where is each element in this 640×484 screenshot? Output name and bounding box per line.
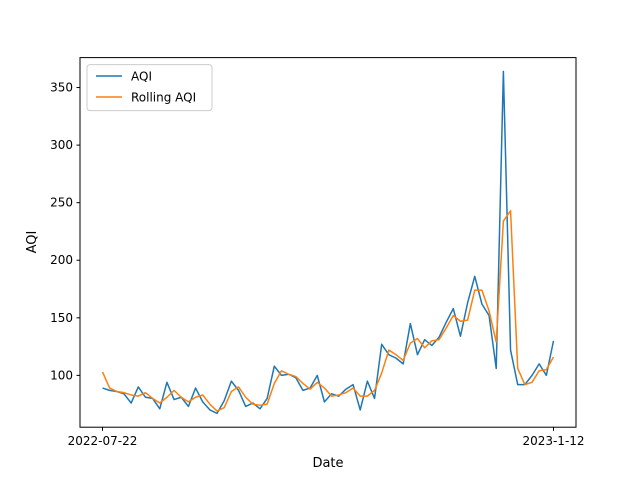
- y-tick-label: 350: [50, 81, 73, 95]
- x-axis-label: Date: [312, 456, 343, 471]
- y-tick-label: 150: [50, 311, 73, 325]
- y-tick-label: 300: [50, 138, 73, 152]
- x-tick-label: 2023-1-12: [522, 434, 584, 448]
- legend: AQI Rolling AQI: [86, 64, 213, 112]
- y-axis-label: AQI: [25, 231, 40, 254]
- legend-label-rolling-aqi: Rolling AQI: [131, 91, 196, 105]
- x-tick-label: 2022-07-22: [68, 434, 138, 448]
- y-tick-label: 200: [50, 253, 73, 267]
- legend-label-aqi: AQI: [131, 70, 152, 84]
- plot-area-frame: [79, 57, 577, 428]
- y-tick-label: 100: [50, 368, 73, 382]
- y-tick-label: 250: [50, 196, 73, 210]
- series-line-rolling-aqi: [101, 209, 555, 412]
